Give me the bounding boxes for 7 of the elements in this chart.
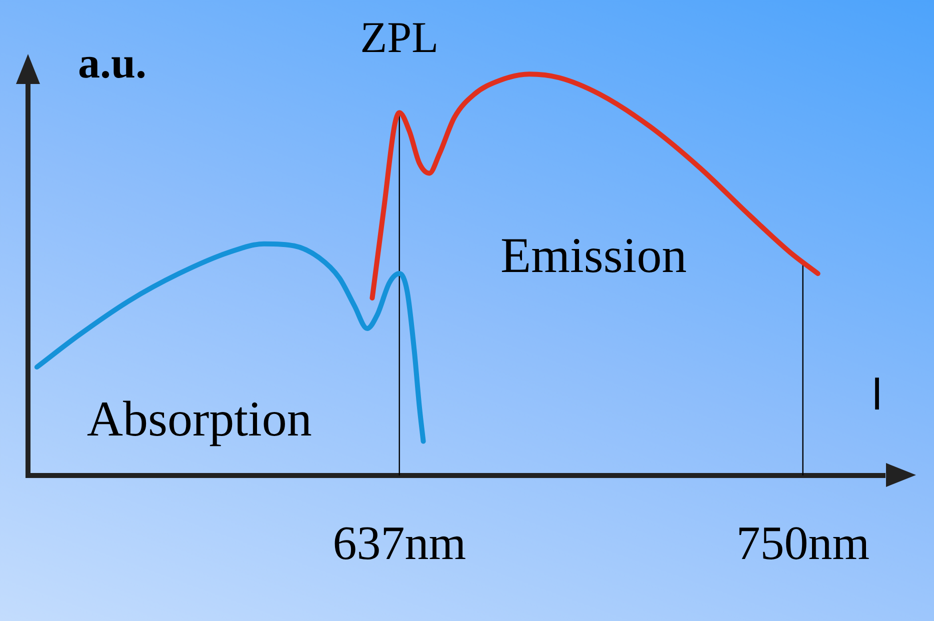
x-axis-title: l <box>872 370 882 420</box>
series-label: Emission <box>500 227 687 284</box>
y-axis-title: a.u. <box>78 38 146 88</box>
x-tick-label: 637nm <box>332 516 466 570</box>
series-label: Absorption <box>86 390 312 447</box>
ref-line-label: ZPL <box>360 13 438 62</box>
x-tick-label: 750nm <box>736 516 870 570</box>
